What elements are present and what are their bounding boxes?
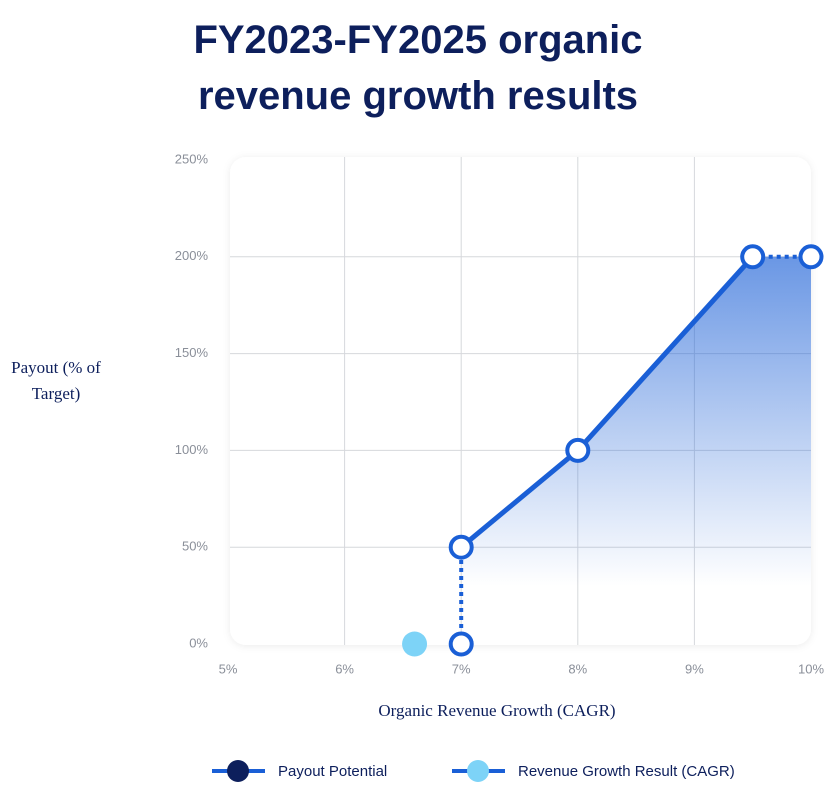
legend-label: Revenue Growth Result (CAGR) [518, 763, 735, 780]
y-tick-label: 50% [182, 539, 208, 554]
y-tick-label: 200% [175, 248, 209, 263]
line-segment [459, 448, 580, 550]
x-tick-label: 10% [798, 661, 824, 676]
x-tick-label: 6% [335, 661, 354, 676]
x-tick-label: 8% [568, 661, 587, 676]
x-axis-label: Organic Revenue Growth (CAGR) [378, 701, 615, 720]
point [565, 437, 591, 463]
legend-label: Payout Potential [278, 763, 387, 780]
y-tick-label: 0% [189, 635, 208, 650]
line-segment [575, 255, 755, 453]
area [461, 256, 811, 644]
legend-marker [227, 760, 249, 782]
y-axis-label: Payout (% of Target) [11, 358, 101, 403]
x-tick-label: 9% [685, 661, 704, 676]
chart-title: FY2023-FY2025 organic revenue growth res… [193, 18, 643, 118]
y-tick-label: 250% [175, 151, 209, 166]
x-tick-label: 7% [452, 661, 471, 676]
point [740, 244, 766, 270]
point [448, 631, 474, 657]
point [448, 534, 474, 560]
point [798, 244, 824, 270]
y-tick-label: 150% [175, 345, 209, 360]
x-tick-label: 5% [219, 661, 238, 676]
y-tick-label: 100% [175, 442, 209, 457]
point [402, 631, 428, 657]
legend-marker [467, 760, 489, 782]
